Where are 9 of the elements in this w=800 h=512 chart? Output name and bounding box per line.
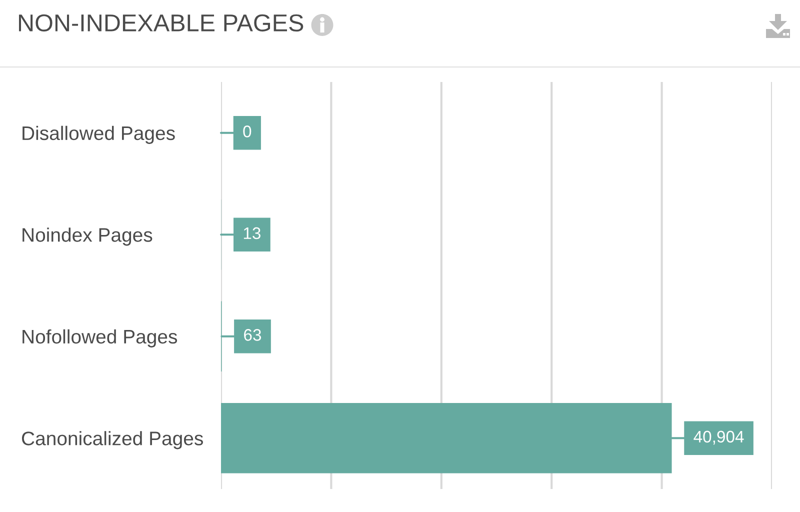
data-label: 0	[243, 126, 252, 138]
y-tick-label: Noindex Pages	[22, 228, 152, 246]
chart-title: NON-INDEXABLE PAGES	[18, 14, 304, 32]
y-tick-label: Disallowed Pages	[22, 126, 175, 144]
data-label: 63	[244, 329, 262, 341]
data-label: 13	[244, 227, 260, 240]
y-tick-label: Canonicalized Pages	[22, 431, 203, 450]
y-tick-label: Nofollowed Pages	[22, 329, 178, 348]
data-label: 40,904	[694, 430, 744, 445]
